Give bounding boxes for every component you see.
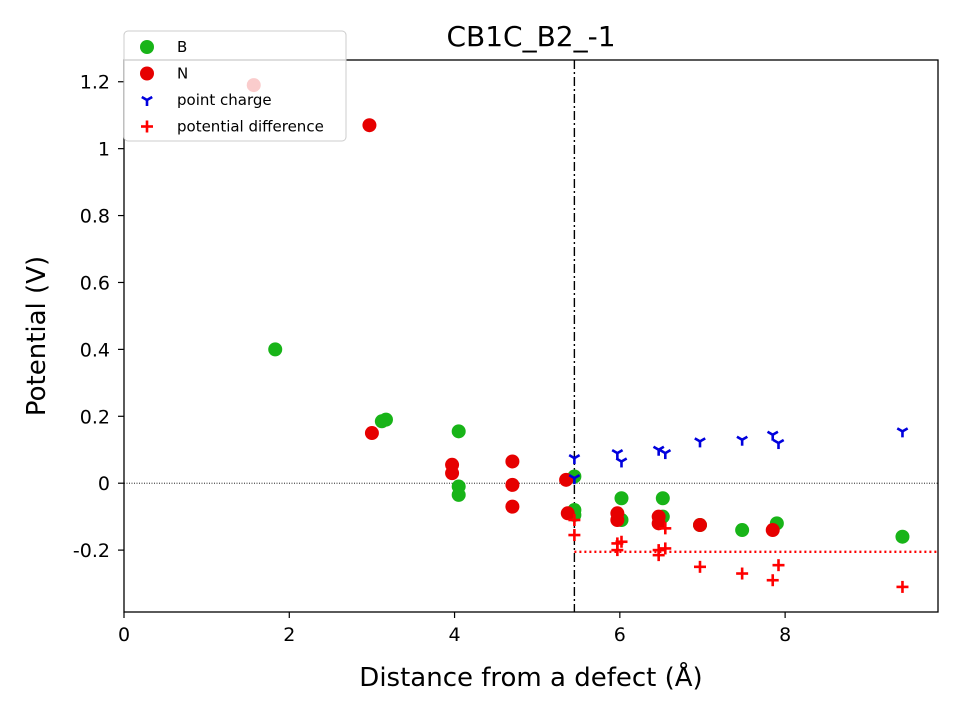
series-point-charge (568, 427, 909, 485)
y-tick-label: 0.6 (80, 272, 110, 294)
point-n-11 (610, 513, 625, 527)
x-axis-title: Distance from a defect (Å) (359, 661, 702, 693)
legend-label-n: N (177, 65, 188, 83)
point-point-charge-10 (896, 427, 909, 438)
y-tick-label: 0 (98, 473, 110, 495)
point-b-9 (614, 491, 629, 506)
series-b (268, 342, 910, 544)
point-potential-difference-4 (615, 535, 628, 548)
plot-area (123, 59, 939, 613)
point-potential-difference-10 (736, 567, 749, 580)
point-point-charge-8 (766, 430, 779, 441)
legend-label-b: B (177, 38, 187, 56)
legend-marker-b (140, 40, 154, 54)
point-point-charge-7 (736, 435, 748, 446)
point-potential-difference-11 (766, 574, 779, 587)
point-b-14 (735, 523, 750, 538)
y-tick-label: 1 (98, 139, 110, 161)
point-point-charge-6 (694, 437, 706, 448)
point-b-11 (655, 491, 670, 506)
point-n-2 (364, 426, 379, 441)
point-n-13 (651, 516, 666, 531)
point-potential-difference-13 (896, 580, 909, 593)
y-tick-label: 0.4 (80, 339, 110, 361)
point-b-16 (895, 529, 910, 544)
point-b-5 (451, 487, 466, 502)
point-point-charge-9 (772, 438, 785, 450)
point-b-0 (268, 342, 283, 357)
x-axis-ticks: 0 2 4 6 8 (118, 612, 791, 646)
point-n-1 (362, 118, 377, 133)
point-point-charge-3 (615, 457, 628, 468)
y-tick-label: -0.2 (73, 540, 110, 562)
y-tick-label: 0.8 (80, 206, 110, 228)
chart-title: CB1C_B2_-1 (446, 20, 615, 53)
point-n-9 (560, 506, 575, 521)
point-potential-difference-6 (652, 549, 665, 562)
data-series (246, 78, 910, 593)
point-b-2 (378, 412, 393, 427)
point-potential-difference-12 (772, 559, 785, 572)
y-axis-ticks: -0.2 0 0.2 0.4 0.6 0.8 1 1.2 (73, 72, 124, 562)
y-axis-title: Potential (V) (22, 256, 52, 416)
x-tick-label: 6 (614, 624, 626, 646)
point-n-14 (692, 518, 707, 533)
point-n-7 (505, 499, 520, 514)
point-point-charge-4 (652, 445, 665, 456)
point-b-3 (451, 424, 466, 439)
legend-label-point-charge: point charge (177, 91, 272, 109)
point-potential-difference-1 (568, 529, 581, 542)
series-potential-difference (568, 514, 909, 593)
point-potential-difference-0 (568, 514, 581, 526)
point-potential-difference-7 (659, 542, 672, 555)
point-potential-difference-9 (693, 560, 706, 573)
point-n-6 (505, 477, 520, 492)
legend-marker-n (140, 66, 154, 81)
legend-marker-point-charge (141, 95, 153, 106)
x-tick-label: 0 (118, 624, 130, 646)
legend-marker-potential-difference (141, 120, 153, 133)
point-point-charge-5 (659, 448, 672, 460)
point-potential-difference-8 (659, 522, 672, 535)
series-n (246, 78, 780, 538)
axes-frame (123, 59, 939, 613)
y-tick-label: 1.2 (80, 72, 110, 94)
point-n-5 (505, 454, 520, 469)
point-point-charge-1 (568, 474, 581, 485)
point-n-15 (765, 523, 780, 538)
legend-label-potential-difference: potential difference (177, 118, 324, 136)
x-tick-label: 8 (779, 624, 791, 646)
point-point-charge-0 (568, 453, 581, 465)
point-n-4 (445, 466, 460, 481)
x-tick-label: 2 (283, 624, 295, 646)
x-tick-label: 4 (449, 624, 461, 646)
y-tick-label: 0.2 (80, 406, 110, 428)
point-potential-difference-3 (611, 544, 624, 557)
legend-box (123, 30, 347, 142)
